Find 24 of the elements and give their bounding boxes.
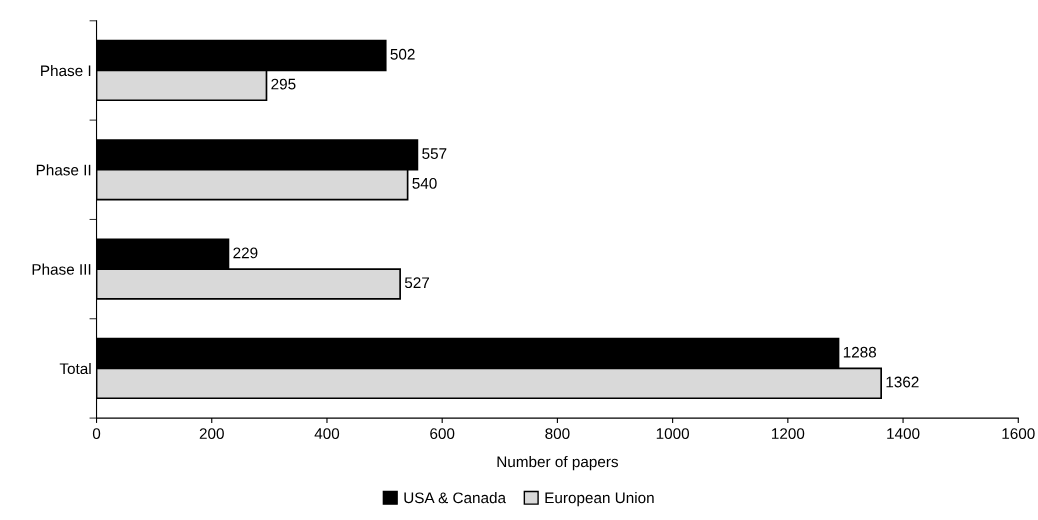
data-label: 557 xyxy=(422,148,447,159)
y-tick-label: Phase II xyxy=(36,164,91,176)
x-tick-label: 1000 xyxy=(656,428,690,440)
x-tick-label: 1400 xyxy=(887,428,920,440)
data-label: 502 xyxy=(390,48,415,60)
legend-label: European Union xyxy=(545,492,654,507)
y-tick-label: Phase III xyxy=(32,263,91,275)
legend-label: USA & Canada xyxy=(404,492,507,504)
data-label: 1362 xyxy=(886,376,919,388)
x-tick-label: 1600 xyxy=(1002,428,1035,440)
x-tick-label: 600 xyxy=(430,428,455,440)
data-label: 540 xyxy=(412,177,437,189)
data-label: 1288 xyxy=(843,346,877,358)
x-tick-label: 200 xyxy=(199,428,224,440)
x-tick-label: 0 xyxy=(92,428,101,440)
x-tick-label: 1200 xyxy=(772,428,805,440)
data-label: 527 xyxy=(404,277,430,289)
x-tick-label: 400 xyxy=(314,428,340,440)
y-tick-label: Total xyxy=(59,362,91,375)
x-tick-label: 800 xyxy=(545,428,570,440)
y-tick-label: Phase I xyxy=(41,64,91,77)
data-label: 295 xyxy=(271,78,296,90)
x-axis-title: Number of papers xyxy=(497,455,618,471)
data-label: 229 xyxy=(233,247,258,259)
